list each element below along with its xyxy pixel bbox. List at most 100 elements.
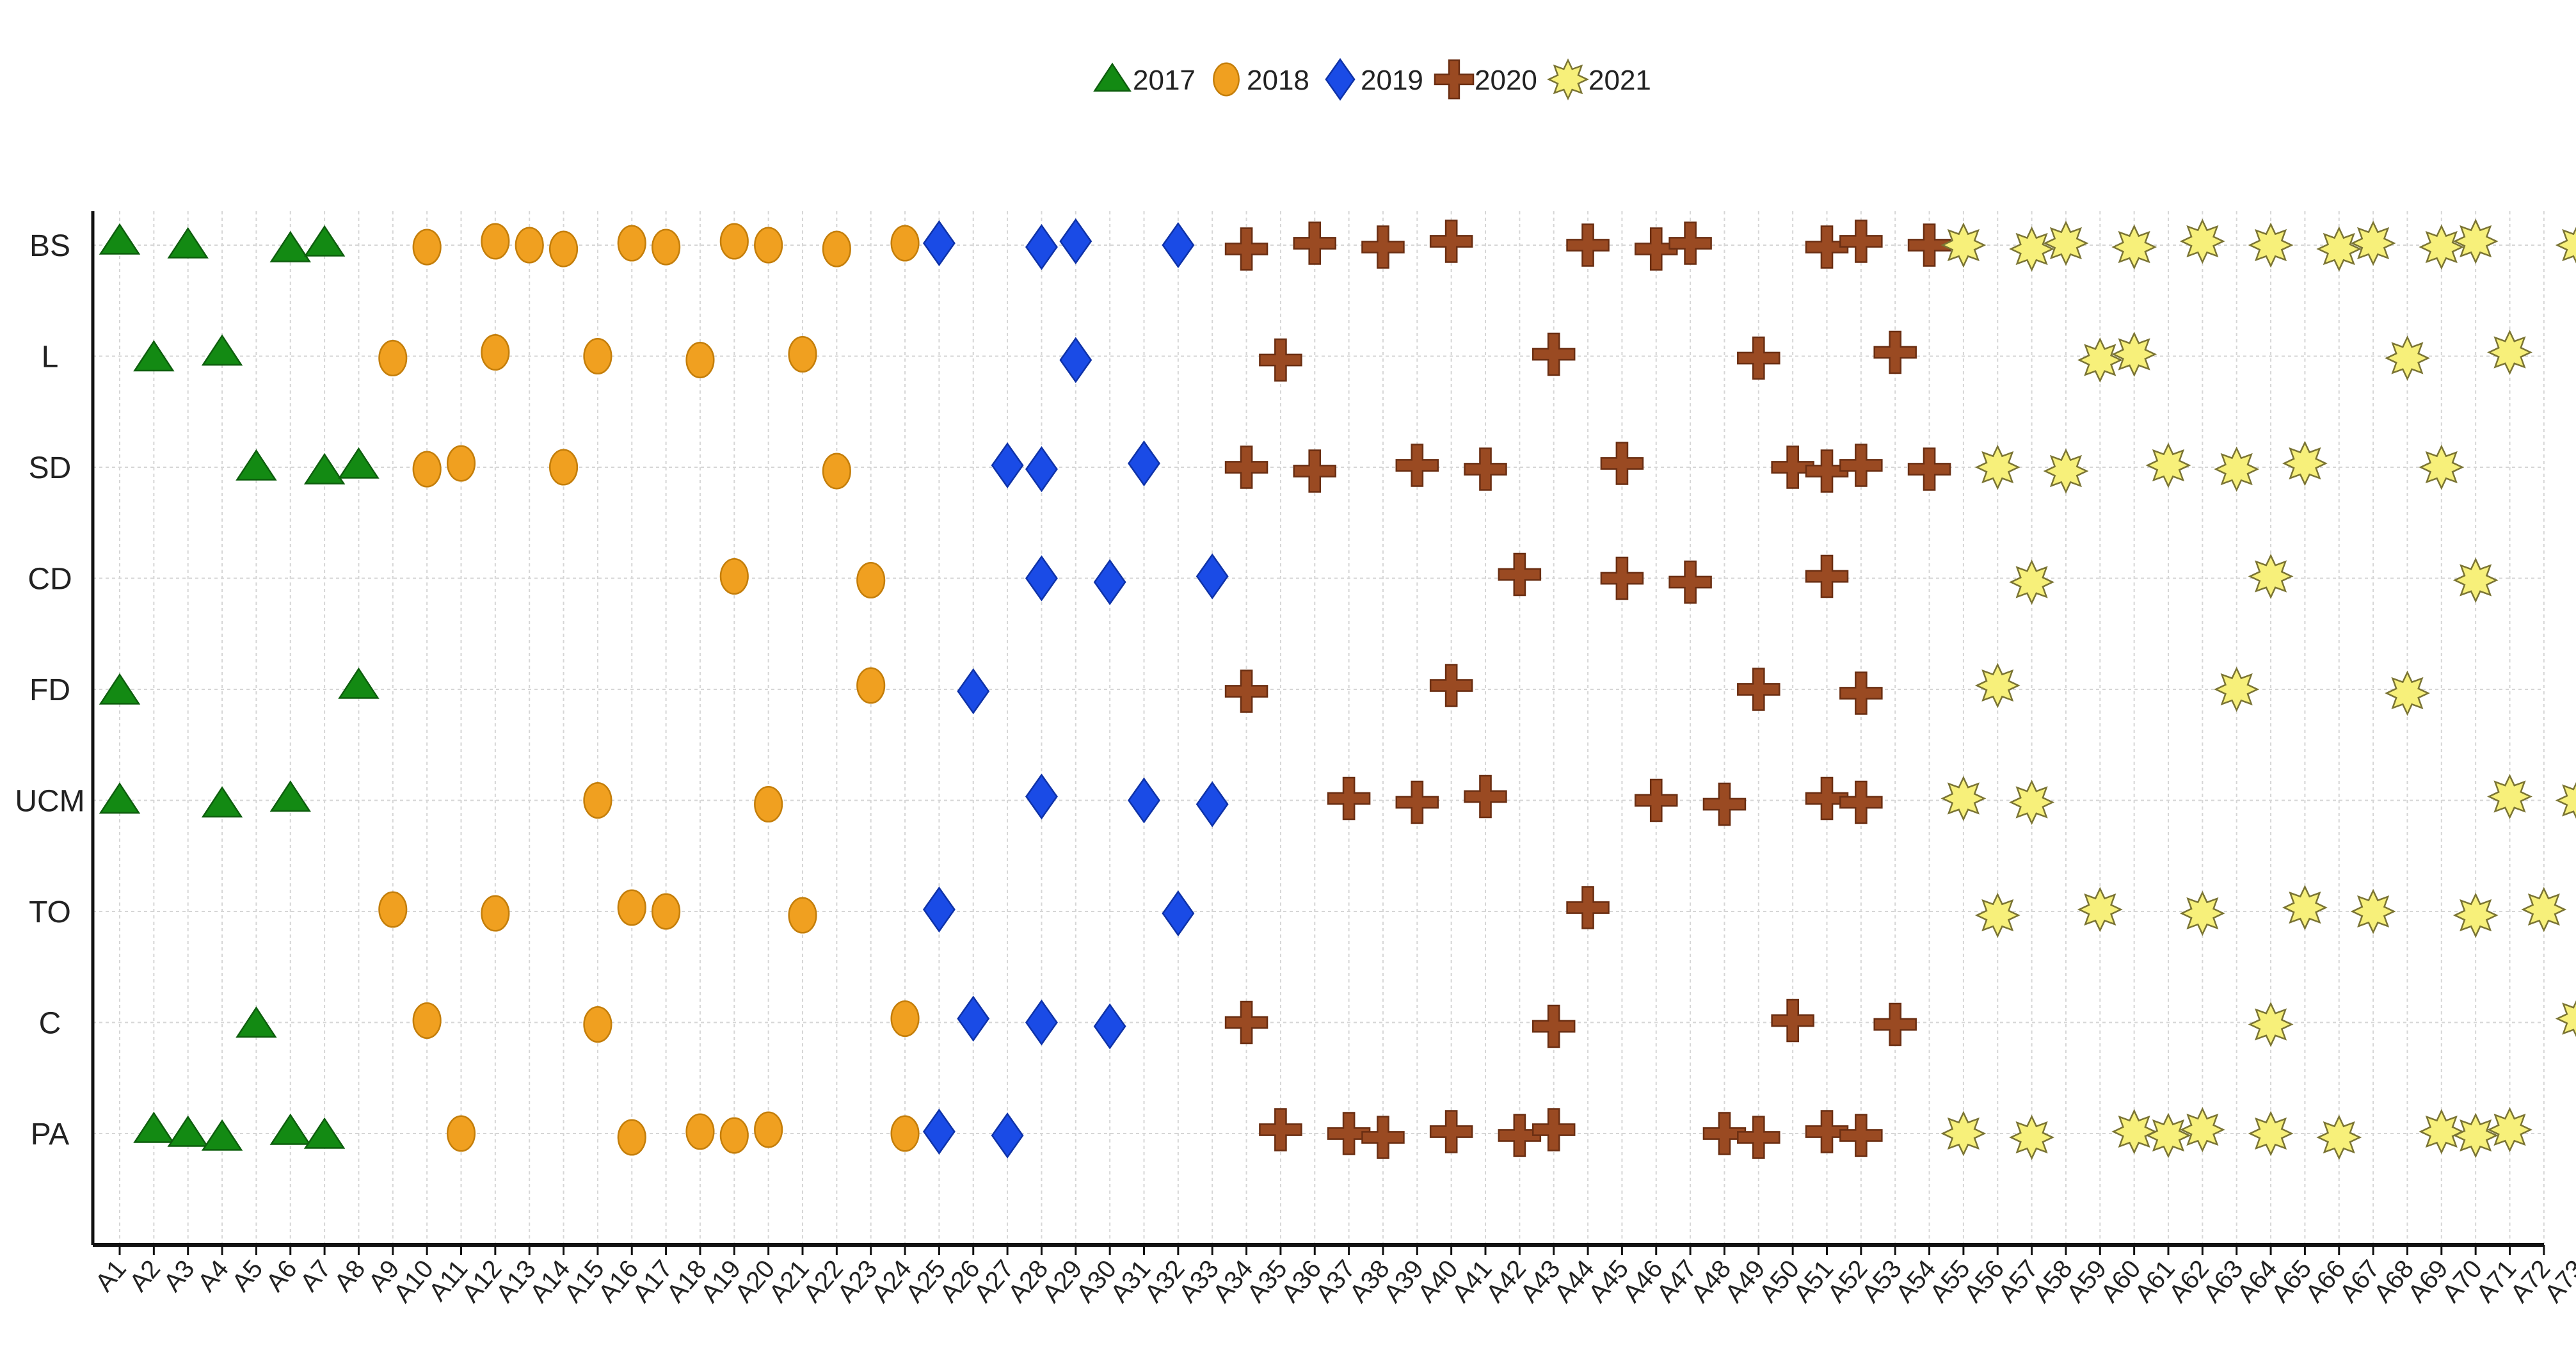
data-point-2020: [1635, 778, 1678, 822]
data-point-2017: [236, 449, 277, 481]
data-point-2018: [719, 1117, 749, 1154]
data-point-2018: [652, 228, 681, 266]
data-point-2021: [2009, 780, 2055, 825]
data-point-2020: [1873, 330, 1917, 374]
data-point-2020: [1395, 444, 1439, 487]
data-point-2021: [2248, 1110, 2294, 1157]
data-point-2019: [1093, 559, 1126, 605]
data-point-2018: [822, 453, 851, 490]
data-point-2017: [167, 227, 209, 259]
data-point-2020: [1805, 449, 1849, 493]
data-point-2020: [1464, 774, 1507, 819]
data-point-2020: [1566, 886, 1610, 929]
data-point-2018: [481, 333, 510, 371]
data-point-2018: [890, 225, 920, 262]
data-point-2019: [1128, 440, 1160, 486]
data-point-2017: [99, 673, 141, 705]
data-point-2020: [1600, 556, 1644, 600]
data-point-2018: [548, 230, 579, 268]
data-point-2020: [1635, 227, 1678, 271]
data-point-2021: [2316, 1114, 2362, 1160]
data-point-2020: [1805, 554, 1849, 598]
data-point-2020: [1566, 223, 1610, 267]
data-point-2020: [1600, 442, 1644, 485]
legend-label: 2019: [1361, 65, 1423, 96]
data-point-2019: [1025, 446, 1058, 492]
data-point-2020: [1805, 225, 1849, 269]
data-point-2020: [1737, 1116, 1780, 1159]
data-point-2020: [1429, 664, 1473, 707]
legend: 2017 2018 2019 2020 2021: [1093, 58, 1651, 101]
data-point-2019: [1025, 999, 1058, 1046]
data-point-2021: [2179, 890, 2225, 936]
data-point-2021: [2419, 1109, 2465, 1155]
legend-marker-2017: [1093, 62, 1132, 92]
x-tick-label: A4: [193, 1255, 234, 1297]
data-point-2021: [2009, 226, 2055, 272]
data-point-2020: [1532, 1004, 1576, 1048]
data-point-2020: [1839, 780, 1883, 824]
data-point-2019: [957, 995, 990, 1042]
data-point-2020: [1361, 225, 1405, 269]
data-point-2018: [412, 1002, 442, 1039]
data-point-2021: [2452, 892, 2499, 938]
data-point-2017: [338, 447, 380, 479]
data-point-2021: [2043, 448, 2089, 494]
data-point-2021: [2111, 224, 2157, 270]
data-point-2020: [1224, 1000, 1268, 1045]
data-point-2021: [2214, 446, 2260, 492]
data-point-2021: [2316, 226, 2362, 272]
data-point-2018: [548, 449, 579, 486]
data-point-2021: [2009, 1114, 2055, 1160]
data-point-2021: [2521, 886, 2567, 933]
data-point-2019: [922, 220, 956, 266]
data-point-2018: [446, 1115, 476, 1152]
data-point-2020: [1498, 552, 1542, 597]
data-point-2020: [1668, 221, 1712, 265]
data-point-2021: [2385, 335, 2430, 381]
data-point-2018: [378, 339, 408, 377]
x-tick-label: A7: [295, 1255, 337, 1297]
data-point-2018: [412, 451, 442, 488]
y-tick-label: SD: [29, 451, 72, 485]
data-point-2017: [167, 1115, 209, 1147]
data-point-2021: [2077, 886, 2123, 933]
legend-marker-2018: [1213, 62, 1240, 97]
x-tick-label: A1: [90, 1255, 132, 1297]
data-point-2018: [890, 1000, 920, 1038]
data-point-2018: [583, 337, 612, 375]
data-point-2019: [957, 668, 990, 714]
y-tick-label: CD: [28, 563, 72, 597]
data-point-2017: [201, 786, 243, 818]
data-point-2017: [133, 340, 175, 372]
legend-label: 2017: [1133, 65, 1196, 96]
data-point-2018: [719, 557, 749, 595]
x-tick-label: A5: [227, 1255, 268, 1297]
x-tick-label: A2: [124, 1255, 166, 1297]
data-point-2018: [685, 341, 715, 379]
y-tick-label: FD: [29, 673, 70, 707]
data-point-2019: [922, 1109, 956, 1155]
data-point-2021: [2555, 1000, 2576, 1038]
data-point-2018: [754, 785, 783, 823]
data-point-2017: [201, 334, 243, 366]
data-points: [99, 218, 2576, 1160]
data-point-2020: [1532, 1108, 1576, 1151]
data-point-2021: [2452, 557, 2499, 603]
data-point-2021: [2350, 888, 2396, 934]
y-tick-label: UCM: [15, 785, 84, 819]
data-point-2017: [133, 1111, 175, 1143]
data-point-2021: [2145, 1112, 2191, 1159]
data-point-2021: [2452, 218, 2499, 264]
data-point-2020: [1737, 336, 1780, 380]
data-point-2020: [1395, 780, 1439, 824]
data-point-2020: [1907, 447, 1951, 491]
data-point-2017: [303, 225, 346, 257]
x-tick-label: A6: [260, 1255, 302, 1297]
data-point-2017: [99, 223, 141, 255]
data-point-2020: [1327, 1112, 1371, 1155]
data-point-2021: [1940, 222, 1987, 268]
data-point-2019: [1059, 337, 1092, 383]
data-point-2019: [1025, 224, 1058, 270]
